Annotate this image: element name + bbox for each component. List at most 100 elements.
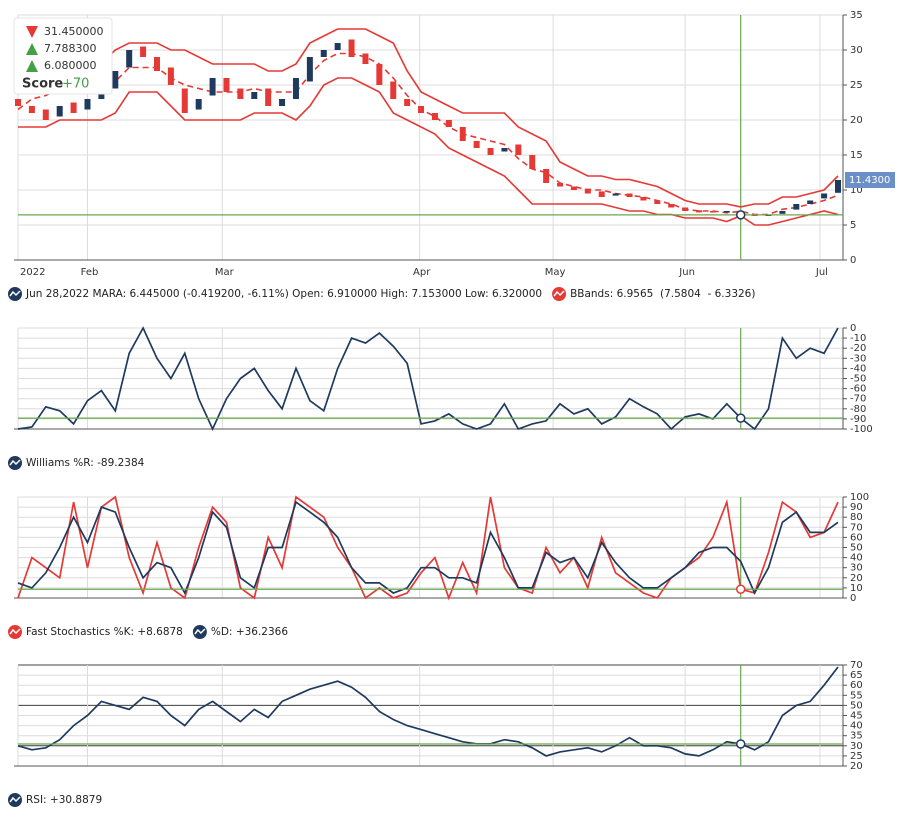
candle (835, 179, 841, 193)
indicator-line (17, 495, 839, 601)
candle (487, 148, 494, 155)
crosshair-point (735, 210, 746, 220)
indicator-line (17, 326, 839, 432)
y-tick-label: -70 (850, 394, 866, 405)
candle (473, 141, 480, 148)
candle (404, 99, 411, 106)
y-tick-label: 35 (850, 731, 863, 742)
candle (167, 67, 174, 85)
y-tick-label: -100 (850, 424, 873, 435)
y-tick-label: 80 (850, 512, 863, 523)
y-tick-label: 90 (850, 502, 863, 513)
y-tick-label: 35 (850, 10, 863, 21)
score-box (13, 17, 113, 95)
candle (459, 127, 466, 141)
candle (390, 81, 397, 99)
y-tick-label: -90 (850, 414, 866, 425)
y-tick-label: 50 (850, 700, 863, 711)
candle (709, 211, 716, 213)
signal-icon (26, 43, 38, 55)
candle (70, 102, 77, 113)
candle (251, 92, 258, 99)
legend-icon-wave (9, 459, 21, 466)
legend-label: %D: +36.2366 (211, 626, 288, 638)
y-tick-label: 20 (850, 573, 863, 584)
y-tick-label: 20 (850, 115, 863, 126)
y-tick-label: 65 (850, 670, 863, 681)
last-price-tag (845, 171, 895, 188)
candle (570, 186, 577, 190)
legend-icon-wave (9, 796, 21, 803)
candle (584, 188, 591, 194)
legend-label: BBands: 6.9565 (7.5804 - 6.3326) (570, 288, 755, 300)
y-tick-label: 70 (850, 660, 863, 671)
y-tick-label: 30 (850, 45, 863, 56)
candle (42, 109, 49, 120)
candle (696, 210, 703, 213)
candle (515, 144, 522, 155)
candle (529, 155, 536, 169)
legend-icon-wave (9, 290, 21, 297)
indicator-line (17, 500, 839, 595)
candle (56, 106, 63, 117)
candle (543, 169, 550, 183)
y-tick-label: 60 (850, 680, 863, 691)
candle (431, 113, 438, 120)
legend-icon-wave (9, 628, 21, 635)
x-tick-label: Jul (815, 267, 828, 278)
candle (807, 200, 814, 204)
x-tick-label: Mar (215, 267, 235, 278)
signal-icon (26, 26, 38, 38)
legend-label: RSI: +30.8879 (26, 794, 102, 806)
candle (292, 78, 299, 99)
candle (793, 204, 800, 210)
y-tick-label: 5 (850, 220, 856, 231)
y-tick-label: -50 (850, 374, 866, 385)
candle (779, 211, 786, 214)
y-tick-label: -20 (850, 343, 866, 354)
legend-icon-wave (553, 290, 565, 297)
candle (640, 197, 647, 201)
candle (306, 57, 313, 82)
candle (265, 88, 272, 106)
candle (153, 57, 160, 71)
candle (376, 64, 383, 85)
y-tick-label: -80 (850, 404, 866, 415)
score-value: +70 (62, 77, 89, 92)
candle (140, 46, 147, 57)
band-line (17, 28, 839, 208)
candle (445, 120, 452, 127)
candle (598, 191, 605, 197)
y-tick-label: 20 (850, 761, 863, 772)
y-tick-label: 10 (850, 185, 863, 196)
candle (28, 106, 35, 113)
candle (112, 71, 119, 89)
candle (98, 92, 105, 99)
y-tick-label: -40 (850, 363, 866, 374)
x-tick-label: 2022 (20, 267, 45, 278)
y-tick-label: 45 (850, 711, 863, 722)
candle (195, 99, 202, 110)
candle (279, 99, 286, 106)
candle (557, 183, 564, 187)
y-tick-label: 50 (850, 543, 863, 554)
candle (15, 99, 21, 106)
candle (668, 204, 675, 208)
candle (362, 53, 369, 64)
candle (126, 50, 133, 68)
score-item: 6.080000 (44, 59, 97, 72)
candle (237, 88, 244, 99)
legend-label: Williams %R: -89.2384 (26, 457, 145, 469)
candle (181, 88, 188, 113)
candle (334, 43, 341, 50)
indicator-line (17, 666, 839, 757)
y-tick-label: 40 (850, 721, 863, 732)
y-tick-label: 40 (850, 553, 863, 564)
y-tick-label: 100 (850, 492, 869, 503)
y-tick-label: 30 (850, 741, 863, 752)
y-tick-label: 0 (850, 323, 856, 334)
crosshair-point (735, 584, 746, 594)
candle (612, 193, 619, 196)
y-tick-label: 10 (850, 583, 863, 594)
signal-icon (26, 60, 38, 72)
